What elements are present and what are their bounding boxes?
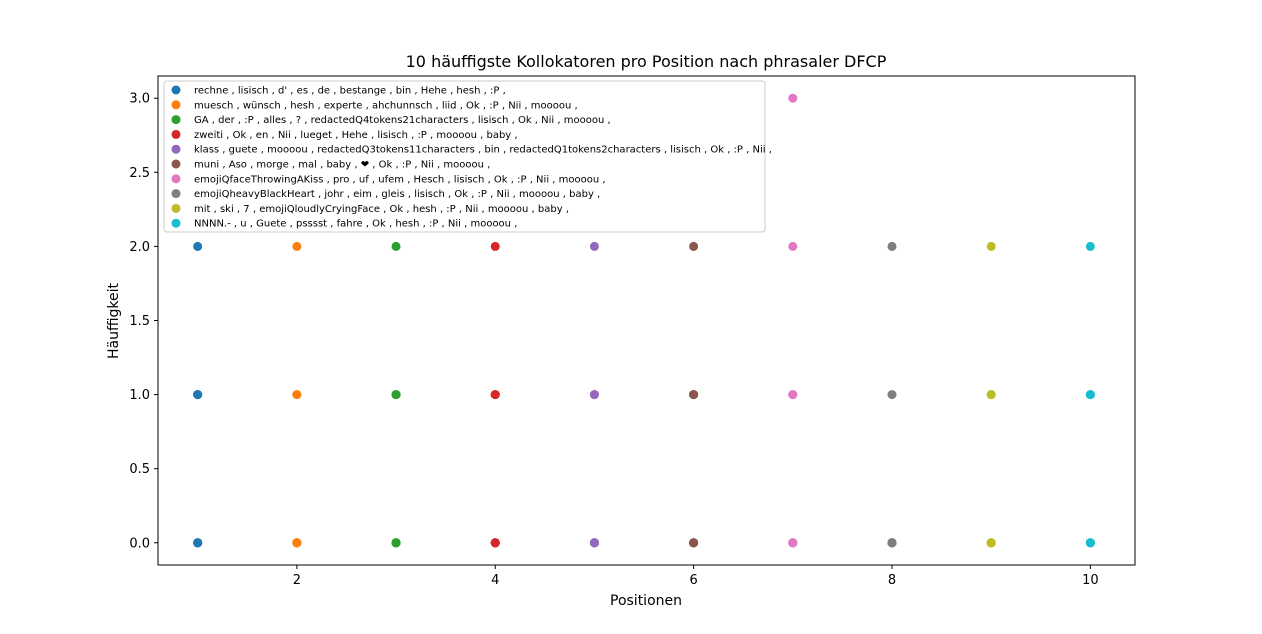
data-point-series-6-1 [689, 241, 699, 251]
x-tick-label: 2 [293, 573, 301, 588]
legend-marker [171, 218, 181, 228]
axis-ticks: 2 4 6 8 10 0.0 0.5 1.0 1.5 2.0 2.5 3.0 [129, 92, 1098, 588]
data-point-series-9-10 [986, 538, 996, 548]
y-tick-label: 0.5 [129, 462, 150, 477]
legend-entry-label: klass , guete , moooou , redactedQ3token… [194, 145, 772, 156]
data-point-series-5-10 [589, 538, 599, 548]
data-point-series-10-10 [1085, 538, 1095, 548]
data-point-series-5-1 [589, 241, 599, 251]
legend-entry-label: mit , ski , 7 , emojiQloudlyCryingFace ,… [194, 204, 569, 215]
data-point-series-5-3 [589, 390, 599, 400]
data-point-series-10-4 [1085, 390, 1095, 400]
data-point-series-10-1 [1085, 241, 1095, 251]
y-tick-label: 1.0 [129, 388, 150, 403]
y-tick-label: 3.0 [129, 92, 150, 107]
chart-title: 10 häuffigste Kollokatoren pro Position … [406, 52, 887, 71]
data-point-series-7-10 [788, 538, 798, 548]
data-point-series-7-4 [788, 390, 798, 400]
legend-entry-label: muesch , wünsch , hesh , experte , ahchu… [194, 100, 578, 111]
legend-marker [171, 174, 181, 184]
legend-marker [171, 129, 181, 139]
data-point-series-2-1 [292, 241, 302, 251]
legend-entry-label: GA , der , :P , alles , ? , redactedQ4to… [194, 115, 611, 126]
data-point-series-4-4 [490, 390, 500, 400]
legend-box [163, 80, 766, 233]
data-point-series-7-2 [788, 241, 798, 251]
data-point-series-9-3 [986, 390, 996, 400]
data-point-series-2-10 [292, 538, 302, 548]
x-axis-label: Positionen [610, 593, 682, 609]
x-tick-label: 10 [1082, 573, 1099, 588]
data-point-series-3-1 [391, 241, 401, 251]
legend-marker [171, 115, 181, 125]
data-point-series-9-1 [986, 241, 996, 251]
y-tick-label: 2.0 [129, 240, 150, 255]
x-tick-label: 6 [689, 573, 697, 588]
data-point-series-8-10 [887, 538, 897, 548]
legend-marker [171, 159, 181, 169]
legend-entry-label: NNNN.- , u , Guete , psssst , fahre , Ok… [194, 219, 517, 230]
data-point-series-1-10 [193, 538, 203, 548]
legend-entry-label: emojiQfaceThrowingAKiss , pro , uf , ufe… [194, 174, 606, 185]
legend-entry-label: emojiQheavyBlackHeart , johr , eim , gle… [194, 189, 600, 200]
legend-marker [171, 85, 181, 95]
data-points [193, 93, 1095, 548]
data-point-series-6-10 [689, 538, 699, 548]
legend: rechne , lisisch , d' , es , de , bestan… [163, 80, 772, 233]
data-point-series-4-1 [490, 241, 500, 251]
legend-entry-label: muni , Aso , morge , mal , baby , ❤ , Ok… [194, 160, 490, 171]
data-point-series-3-10 [391, 538, 401, 548]
y-tick-label: 2.5 [129, 166, 150, 181]
legend-marker [171, 189, 181, 199]
legend-entry-label: rechne , lisisch , d' , es , de , bestan… [194, 86, 506, 97]
data-point-series-3-4 [391, 390, 401, 400]
legend-marker [171, 203, 181, 213]
data-point-series-6-4 [689, 390, 699, 400]
legend-marker [171, 100, 181, 110]
y-tick-label: 0.0 [129, 536, 150, 551]
y-tick-label: 1.5 [129, 314, 150, 329]
plot-frame [157, 75, 1136, 566]
y-axis-label: Häuffigkeit [106, 282, 122, 359]
data-point-series-2-3 [292, 390, 302, 400]
data-point-series-4-10 [490, 538, 500, 548]
data-point-series-8-2 [887, 390, 897, 400]
x-tick-label: 8 [888, 573, 896, 588]
data-point-series-1-1 [193, 241, 203, 251]
data-point-series-1-4 [193, 390, 203, 400]
legend-entry-label: zweiti , Ok , en , Nii , lueget , Hehe ,… [194, 130, 518, 141]
x-tick-label: 4 [491, 573, 499, 588]
data-point-series-8-1 [887, 241, 897, 251]
data-point-series-7-1 [788, 93, 798, 103]
legend-marker [171, 144, 181, 154]
